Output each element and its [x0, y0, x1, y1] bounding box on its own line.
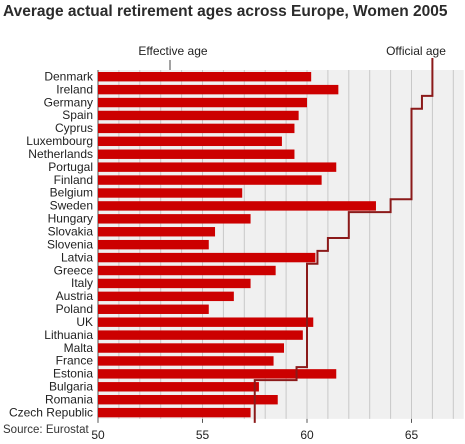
- category-label: Estonia: [53, 367, 93, 381]
- source-note: Source: Eurostat: [3, 424, 89, 436]
- category-label: Belgium: [50, 186, 93, 200]
- bar: [98, 84, 339, 95]
- category-label: Portugal: [48, 160, 93, 174]
- bar: [98, 330, 303, 340]
- category-label: Malta: [64, 341, 94, 355]
- bar: [98, 265, 276, 276]
- category-label: Germany: [44, 95, 93, 109]
- bar: [98, 291, 234, 302]
- chart-title: Average actual retirement ages across Eu…: [3, 3, 448, 20]
- official-age-line: [253, 70, 434, 423]
- bar: [98, 382, 259, 392]
- x-tick-label: 50: [91, 428, 105, 442]
- bar: [98, 110, 299, 121]
- bar: [98, 188, 243, 198]
- category-label: Denmark: [44, 69, 94, 83]
- bar: [98, 317, 314, 327]
- x-tick-labels: 50 55 60 65: [91, 418, 419, 442]
- bar: [98, 356, 274, 366]
- category-label: Luxembourg: [26, 134, 93, 148]
- category-label: Latvia: [61, 250, 93, 264]
- official-age-label: Official age: [386, 44, 446, 58]
- bar: [98, 149, 295, 159]
- bar: [98, 278, 251, 289]
- category-label: Romania: [45, 392, 93, 406]
- category-label: Hungary: [48, 212, 93, 226]
- category-label: Poland: [56, 302, 93, 316]
- bar: [98, 304, 209, 314]
- category-label: Italy: [71, 276, 93, 290]
- bar: [98, 227, 216, 237]
- bar: [98, 72, 312, 82]
- bar: [98, 369, 337, 379]
- category-label: UK: [76, 315, 93, 329]
- category-label: Cyprus: [55, 121, 93, 135]
- effective-age-label: Effective age: [138, 44, 207, 58]
- bar: [98, 175, 322, 185]
- category-label: Netherlands: [28, 147, 93, 161]
- bar: [98, 343, 285, 353]
- bar: [98, 214, 251, 224]
- bar: [98, 395, 278, 405]
- x-tick-label: 55: [196, 428, 210, 442]
- annotations: Effective age Official age: [138, 44, 446, 70]
- category-label: Finland: [54, 173, 93, 187]
- category-label: Spain: [62, 108, 93, 122]
- bar: [98, 123, 295, 134]
- x-tick-label: 65: [405, 428, 419, 442]
- official-age-line-group: [253, 58, 434, 423]
- category-labels: DenmarkIrelandGermanySpainCyprusLuxembou…: [9, 69, 94, 419]
- category-label: Ireland: [56, 82, 93, 96]
- bar: [98, 136, 282, 147]
- category-label: Sweden: [50, 199, 93, 213]
- bar: [98, 407, 251, 418]
- bar: [98, 201, 376, 211]
- category-label: Austria: [56, 289, 94, 303]
- category-label: France: [56, 354, 94, 368]
- bar: [98, 162, 337, 172]
- category-label: Greece: [54, 263, 94, 277]
- category-label: Lithuania: [44, 328, 93, 342]
- category-label: Slovakia: [48, 225, 94, 239]
- category-label: Czech Republic: [9, 405, 93, 419]
- bar: [98, 252, 316, 263]
- bars: [98, 72, 376, 418]
- category-label: Bulgaria: [49, 380, 93, 394]
- bar: [98, 239, 209, 250]
- category-label: Slovenia: [47, 237, 93, 251]
- x-tick-label: 60: [300, 428, 314, 442]
- bar: [98, 97, 307, 108]
